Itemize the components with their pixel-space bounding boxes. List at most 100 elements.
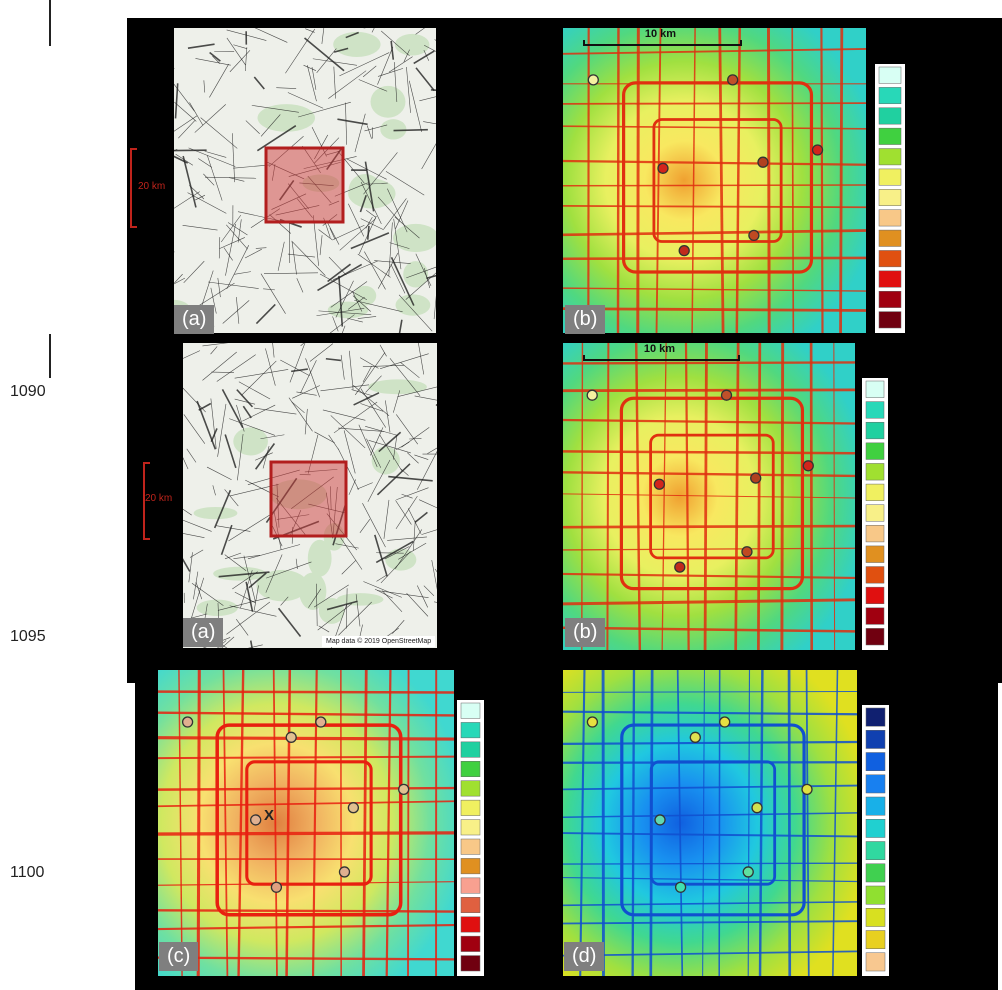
legend-swatch bbox=[866, 402, 884, 419]
legend-swatch bbox=[866, 753, 885, 771]
road bbox=[394, 130, 428, 131]
heat-map bbox=[563, 670, 857, 976]
station-marker bbox=[802, 784, 812, 794]
panel-label: (d) bbox=[564, 942, 604, 971]
green-area bbox=[333, 32, 380, 57]
legend-swatch bbox=[866, 484, 884, 501]
line-number: 1100 bbox=[10, 864, 44, 882]
legend-swatch bbox=[866, 908, 885, 926]
color-legend bbox=[862, 378, 888, 650]
station-marker bbox=[658, 163, 668, 173]
legend-swatch bbox=[866, 422, 884, 439]
scale-bar bbox=[583, 40, 742, 46]
legend-swatch bbox=[866, 730, 885, 748]
station-marker bbox=[655, 815, 665, 825]
panel-label: (a) bbox=[183, 618, 223, 647]
station-marker bbox=[728, 75, 738, 85]
legend-swatch bbox=[461, 761, 480, 776]
station-marker bbox=[587, 390, 597, 400]
street-map bbox=[183, 343, 437, 648]
green-area bbox=[371, 86, 406, 118]
station-marker bbox=[722, 390, 732, 400]
scale-label: 10 km bbox=[583, 28, 738, 40]
heat-map bbox=[563, 28, 866, 333]
legend-swatch bbox=[866, 628, 884, 645]
legend-swatch bbox=[866, 608, 884, 625]
road bbox=[638, 28, 639, 333]
color-legend bbox=[875, 64, 905, 333]
green-area bbox=[194, 507, 238, 519]
legend-swatch bbox=[866, 463, 884, 480]
road bbox=[792, 28, 793, 333]
legend-swatch bbox=[461, 800, 480, 815]
legend-swatch bbox=[879, 108, 901, 124]
road bbox=[821, 28, 822, 333]
road bbox=[158, 833, 454, 834]
legend-swatch bbox=[461, 839, 480, 854]
road bbox=[768, 28, 769, 333]
map-credit: Map data © 2019 OpenStreetMap bbox=[322, 636, 435, 647]
station-marker bbox=[339, 867, 349, 877]
legend-swatch bbox=[461, 703, 480, 718]
legend-swatch bbox=[866, 587, 884, 604]
legend-swatch bbox=[866, 546, 884, 563]
heat-map bbox=[563, 343, 855, 650]
station-marker bbox=[316, 717, 326, 727]
legend-swatch bbox=[866, 708, 885, 726]
legend-swatch bbox=[461, 722, 480, 737]
green-area bbox=[395, 34, 430, 56]
green-area bbox=[368, 379, 427, 394]
street-map bbox=[174, 28, 436, 333]
legend-swatch bbox=[866, 775, 885, 793]
legend-swatch bbox=[866, 931, 885, 949]
station-marker bbox=[271, 882, 281, 892]
legend-swatch bbox=[866, 819, 885, 837]
legend-swatch bbox=[879, 312, 901, 328]
station-marker bbox=[183, 717, 193, 727]
panel-label: (a) bbox=[174, 305, 214, 334]
figure-page: 1090 1095 1100 20 km 20 km (a) (b) (a) (… bbox=[0, 0, 1002, 990]
station-marker bbox=[588, 75, 598, 85]
green-area bbox=[385, 549, 416, 571]
station-marker bbox=[286, 732, 296, 742]
scale-label: 20 km bbox=[145, 493, 172, 504]
panel-label: (c) bbox=[159, 942, 198, 971]
legend-swatch bbox=[879, 67, 901, 83]
legend-swatch bbox=[879, 271, 901, 287]
station-marker bbox=[587, 717, 597, 727]
station-marker bbox=[675, 562, 685, 572]
road bbox=[782, 343, 783, 650]
station-marker bbox=[749, 230, 759, 240]
legend-swatch bbox=[461, 936, 480, 951]
road bbox=[408, 670, 409, 976]
road bbox=[563, 103, 866, 104]
legend-swatch bbox=[461, 781, 480, 796]
road bbox=[789, 670, 790, 976]
legend-swatch bbox=[866, 443, 884, 460]
green-area bbox=[380, 119, 406, 139]
green-area bbox=[258, 104, 315, 132]
color-legend bbox=[862, 705, 889, 976]
legend-swatch bbox=[461, 878, 480, 893]
station-marker bbox=[399, 784, 409, 794]
panel-label: (b) bbox=[565, 618, 605, 647]
legend-swatch bbox=[866, 381, 884, 398]
station-marker bbox=[251, 815, 261, 825]
station-marker bbox=[690, 732, 700, 742]
green-area bbox=[308, 540, 332, 577]
legend-swatch bbox=[879, 169, 901, 185]
station-marker bbox=[758, 157, 768, 167]
road bbox=[841, 28, 842, 333]
station-marker bbox=[742, 547, 752, 557]
marker-label: X bbox=[264, 807, 274, 824]
road bbox=[158, 910, 454, 911]
line-number: 1095 bbox=[10, 628, 46, 646]
legend-frame bbox=[457, 700, 484, 976]
road bbox=[705, 343, 706, 650]
road bbox=[158, 738, 454, 739]
road bbox=[158, 692, 454, 693]
scale-label: 20 km bbox=[138, 181, 165, 192]
station-marker bbox=[752, 803, 762, 813]
legend-swatch bbox=[866, 953, 885, 971]
legend-swatch bbox=[879, 87, 901, 103]
